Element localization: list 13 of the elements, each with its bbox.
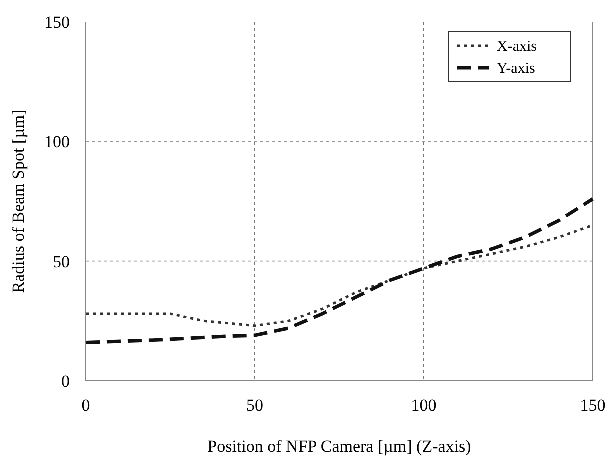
- legend-label: Y-axis: [497, 61, 536, 77]
- x-tick-label: 50: [246, 396, 264, 415]
- y-tick-label: 50: [53, 252, 70, 272]
- x-tick-label: 150: [580, 396, 606, 415]
- x-axis-title: Position of NFP Camera [µm] (Z-axis): [208, 437, 472, 456]
- x-tick-label: 0: [82, 396, 90, 415]
- legend-label: X-axis: [497, 39, 538, 55]
- y-tick-label: 100: [44, 132, 70, 152]
- line-series: [84, 197, 595, 344]
- x-tick-label: 100: [411, 396, 437, 415]
- y-tick-label: 150: [44, 13, 70, 32]
- y-tick-label: 0: [62, 372, 70, 391]
- y-axis-title: Radius of Beam Spot [µm]: [9, 110, 28, 294]
